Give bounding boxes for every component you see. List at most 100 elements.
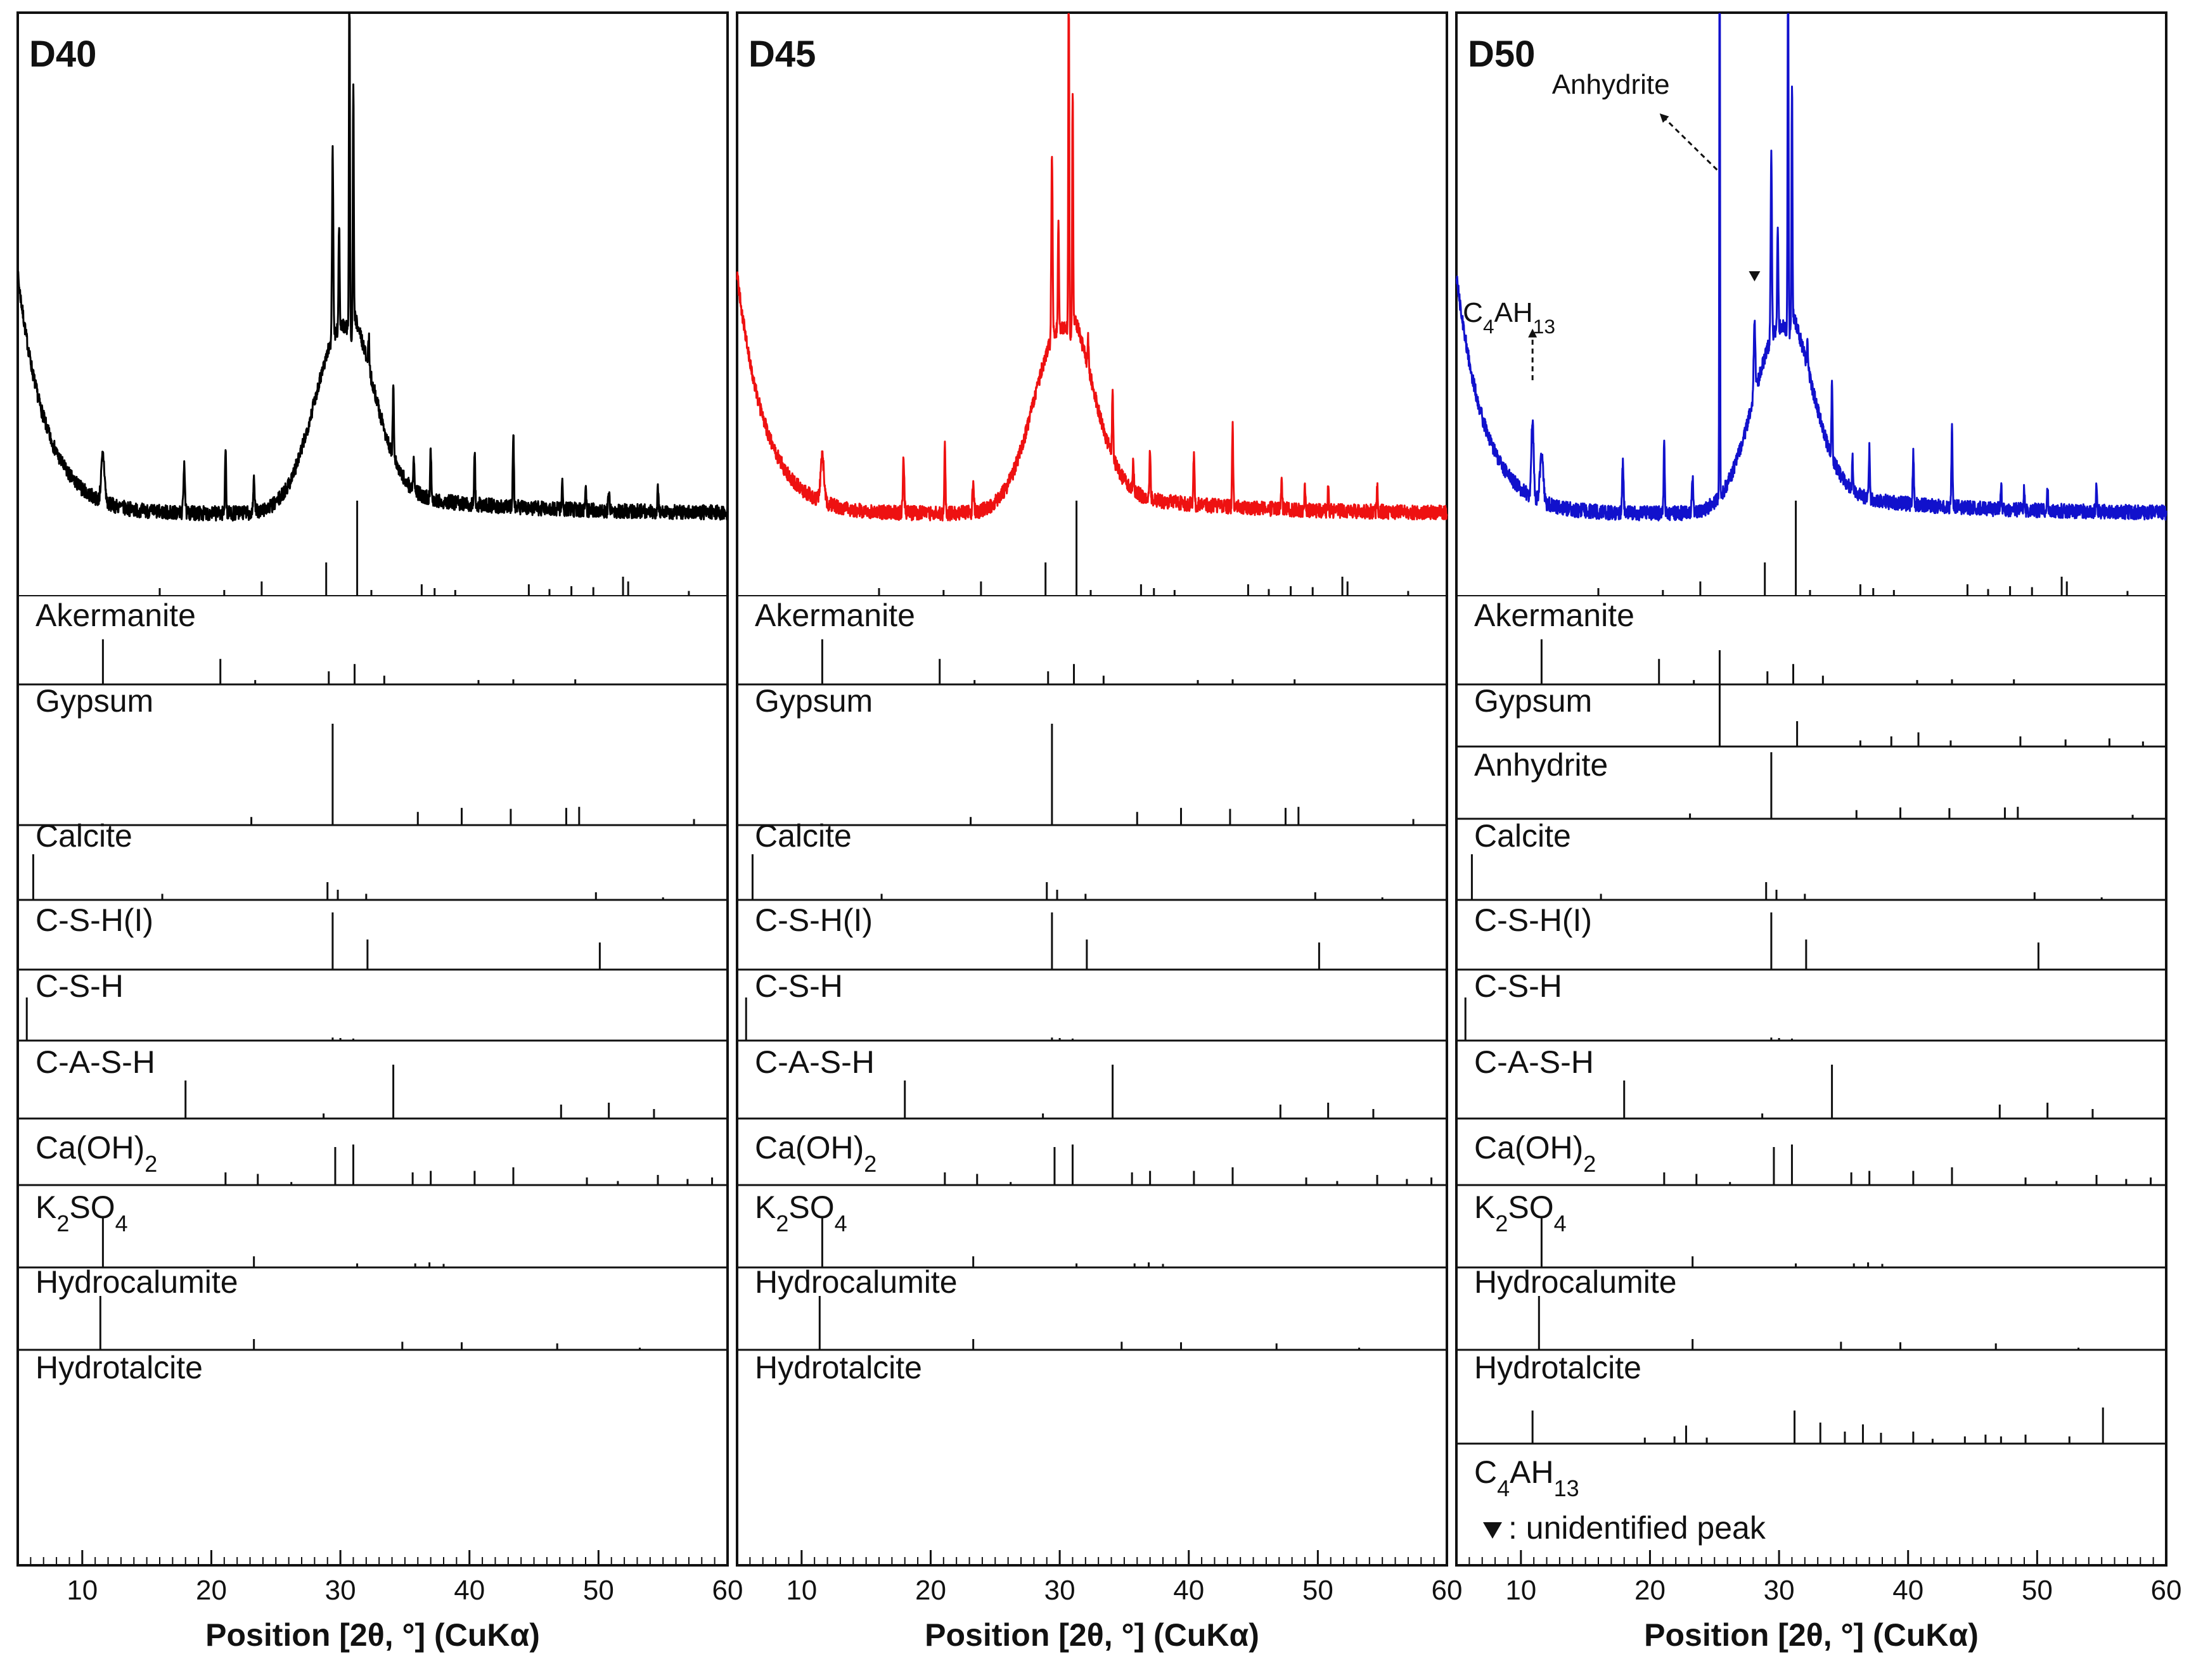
phase-label: Calcite <box>35 818 132 854</box>
phase-anhydrite-d50: Anhydrite <box>1474 747 2134 819</box>
panel-title-d40: D40 <box>29 34 96 75</box>
phase-k2so4-d50: K2SO4 <box>1474 1189 1884 1267</box>
legend-unidentified-peak: : unidentified peak <box>1508 1510 1766 1546</box>
phase-hydrocalumite-d45: Hydrocalumite <box>755 1264 1361 1350</box>
panel-title-d50: D50 <box>1468 34 1535 75</box>
phase-label: C-S-H <box>35 968 124 1004</box>
phase-akermanite-d40: Akermanite <box>35 598 577 684</box>
phase-gypsum-d45: Gypsum <box>755 683 1415 825</box>
annotation-anhydrite: Anhydrite <box>1552 69 1670 100</box>
phase-calcite-d45: Calcite <box>751 818 1384 900</box>
phase-k2so4-d40: K2SO4 <box>35 1189 445 1267</box>
x-axis-d45: 10 20 30 40 50 60 Position [2θ, °] (CuKα) <box>736 1550 1463 1653</box>
phase-ca-oh-2-d50: Ca(OH)2 <box>1474 1130 2152 1185</box>
phase-label: Akermanite <box>35 598 196 633</box>
x-tick-label: 10 <box>1505 1575 1536 1606</box>
panel-d40: D40 Akermanite Gypsum Calcite C-S-H(I) C-S-H C… <box>16 11 743 1653</box>
x-axis-d40: 10 20 30 40 50 60 Position [2θ, °] (CuKα) <box>17 1550 743 1653</box>
annotations-d50: Anhydrite C4AH13 : unidentified peak <box>1463 69 1766 1546</box>
phase-label: Ca(OH)2 <box>35 1130 157 1177</box>
annotation-arrow-anhydrite <box>1659 113 1718 171</box>
phase-label: Gypsum <box>35 683 153 719</box>
phase-hydrotalcite-d45: Hydrotalcite <box>755 1350 922 1385</box>
phase-label: C-A-S-H <box>35 1044 155 1080</box>
phase-label: Ca(OH)2 <box>1474 1130 1596 1177</box>
x-tick-label: 30 <box>325 1575 356 1606</box>
phase-hydrotalcite-d50: Hydrotalcite <box>1474 1350 2104 1444</box>
phase-c4ah13-d50: C4AH13 <box>1474 1454 1579 1501</box>
phase-label: Hydrotalcite <box>755 1350 922 1385</box>
measured-pattern-d45 <box>736 13 1448 522</box>
phase-hydrotalcite-d40: Hydrotalcite <box>35 1350 203 1385</box>
x-tick-label: 20 <box>915 1575 946 1606</box>
phase-gypsum-d50: Gypsum <box>1474 650 2144 747</box>
phase-label: Akermanite <box>755 598 915 633</box>
phase-label: C4AH13 <box>1474 1454 1579 1501</box>
panel-d45: D45 Akermanite Gypsum Calcite C-S-H(I) C-S-H C… <box>736 11 1463 1653</box>
x-tick-label: 60 <box>1432 1575 1463 1606</box>
x-tick-label: 10 <box>67 1575 98 1606</box>
phase-label: C-A-S-H <box>1474 1044 1594 1080</box>
panel-d50: D50 Akermanite Gypsum Anhydrite Calcite C-S-H… <box>1455 11 2181 1653</box>
phase-ca-oh-2-d45: Ca(OH)2 <box>755 1130 1433 1185</box>
x-tick-label: 30 <box>1764 1575 1795 1606</box>
panel-frame-d40 <box>16 11 729 1567</box>
phase-label: Calcite <box>755 818 852 854</box>
phase-c-a-s-h-d40: C-A-S-H <box>35 1044 655 1119</box>
phase-c-s-h-d45: C-S-H <box>745 968 1074 1041</box>
phase-c-s-h-i-d50: C-S-H(I) <box>1474 902 2039 970</box>
phase-label: C-S-H(I) <box>755 902 873 938</box>
x-axis-d50: 10 20 30 40 50 60 Position [2θ, °] (CuKα) <box>1456 1550 2181 1653</box>
phase-akermanite-d50: Akermanite <box>1474 598 2015 684</box>
phase-label: Calcite <box>1474 818 1571 854</box>
x-tick-label: 40 <box>454 1575 485 1606</box>
phase-c-a-s-h-d45: C-A-S-H <box>755 1044 1375 1119</box>
phase-c-s-h-i-d40: C-S-H(I) <box>35 902 601 970</box>
x-axis-title: Position [2θ, °] (CuKα) <box>205 1617 540 1653</box>
phase-c-s-h-d50: C-S-H <box>1464 968 1793 1041</box>
phase-label: Hydrocalumite <box>1474 1264 1677 1300</box>
phase-label: Hydrocalumite <box>35 1264 238 1300</box>
panel-frame-d45 <box>736 11 1448 1567</box>
phase-label: C-S-H(I) <box>1474 902 1592 938</box>
phase-label: Hydrotalcite <box>1474 1350 1641 1385</box>
phase-label: K2SO4 <box>755 1189 847 1236</box>
x-tick-label: 50 <box>1302 1575 1333 1606</box>
phase-c-s-h-i-d45: C-S-H(I) <box>755 902 1320 970</box>
phase-label: Anhydrite <box>1474 747 1608 783</box>
x-tick-label: 20 <box>1634 1575 1666 1606</box>
panel-title-d45: D45 <box>748 34 816 75</box>
x-tick-label: 40 <box>1173 1575 1204 1606</box>
phase-label: K2SO4 <box>1474 1189 1567 1236</box>
phase-label: C-A-S-H <box>755 1044 875 1080</box>
measured-pattern-d50 <box>1455 13 2167 522</box>
panel-frame-d50 <box>1455 11 2167 1567</box>
panels-layer: D40 Akermanite Gypsum Calcite C-S-H(I) C-S-H C… <box>16 11 2181 1653</box>
phase-ca-oh-2-d40: Ca(OH)2 <box>35 1130 714 1185</box>
annotation-c4ah13: C4AH13 <box>1463 297 1555 338</box>
phase-c-a-s-h-d50: C-A-S-H <box>1474 1044 2094 1119</box>
unidentified-peak-marker <box>1749 271 1761 281</box>
phase-label: C-S-H(I) <box>35 902 153 938</box>
reference-pattern-d45 <box>737 501 1447 596</box>
x-axis-title: Position [2θ, °] (CuKα) <box>1644 1617 1979 1653</box>
phase-label: C-S-H <box>1474 968 1562 1004</box>
x-tick-label: 60 <box>712 1575 743 1606</box>
phase-c-s-h-d40: C-S-H <box>25 968 354 1041</box>
phase-label: C-S-H <box>755 968 843 1004</box>
phase-k2so4-d45: K2SO4 <box>755 1189 1164 1267</box>
x-tick-label: 60 <box>2151 1575 2182 1606</box>
phase-gypsum-d40: Gypsum <box>35 683 695 825</box>
phase-calcite-d40: Calcite <box>32 818 664 900</box>
phase-akermanite-d45: Akermanite <box>755 598 1296 684</box>
x-tick-label: 10 <box>786 1575 817 1606</box>
x-tick-label: 20 <box>196 1575 227 1606</box>
phase-hydrocalumite-d40: Hydrocalumite <box>35 1264 641 1350</box>
phase-label: Ca(OH)2 <box>755 1130 876 1177</box>
x-axis-title: Position [2θ, °] (CuKα) <box>925 1617 1259 1653</box>
x-tick-label: 50 <box>583 1575 614 1606</box>
x-tick-label: 30 <box>1044 1575 1076 1606</box>
x-tick-label: 40 <box>1892 1575 1923 1606</box>
phase-label: Akermanite <box>1474 598 1634 633</box>
